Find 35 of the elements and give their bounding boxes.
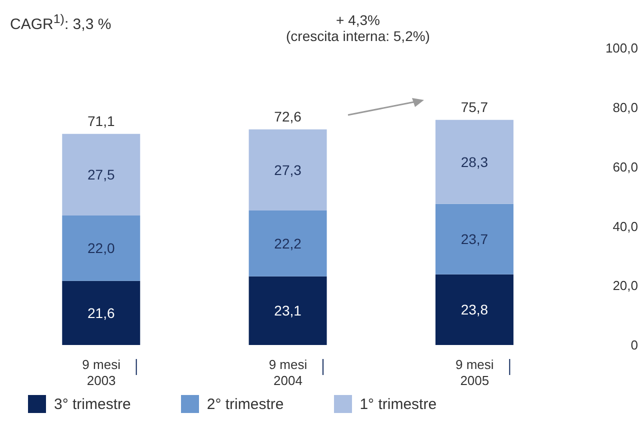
data-label: 22,2 [274, 235, 302, 252]
y-tick-label: 100,0 [605, 40, 638, 56]
data-label: 27,3 [274, 162, 302, 178]
text: + 4,3% (crescita interna: 5,2%) [285, 12, 431, 44]
y-tick-label: 60,0 [612, 159, 638, 174]
bar [435, 204, 514, 274]
x-tick-label: 9 mesi 2005 [456, 357, 494, 388]
bar [62, 216, 140, 281]
data-label: 28,3 [460, 154, 488, 170]
data-label: 21,6 [88, 304, 115, 321]
data-label: 27,5 [88, 166, 115, 183]
bar [62, 134, 140, 216]
total-label: 71,1 [88, 112, 115, 129]
total-label: 75,7 [460, 98, 488, 115]
legend-label: 2° trimestre [206, 395, 284, 413]
legend-label: 1° trimestre [358, 395, 437, 413]
data-label: 23,1 [274, 302, 302, 319]
bar [435, 274, 514, 345]
y-tick-label: 0 [630, 338, 638, 353]
text: CAGR$^{1)}$: 3,3 % [10, 12, 112, 33]
data-label: 23,7 [460, 231, 488, 248]
x-tick-label: 9 mesi 2003 [82, 357, 121, 388]
bar [435, 120, 514, 204]
x-tick-label: 9 mesi 2004 [268, 357, 308, 388]
bar [248, 129, 327, 210]
y-tick-label: 80,0 [612, 100, 638, 116]
bar [62, 280, 140, 345]
legend-label: 3° trimestre [53, 395, 131, 413]
data-label: 23,8 [460, 302, 488, 318]
y-tick-label: 20,0 [612, 278, 638, 294]
bar [248, 276, 327, 345]
y-tick-label: 40,0 [612, 218, 638, 234]
data-label: 22,0 [88, 240, 115, 256]
bar [248, 210, 327, 276]
total-label: 72,6 [274, 108, 302, 124]
